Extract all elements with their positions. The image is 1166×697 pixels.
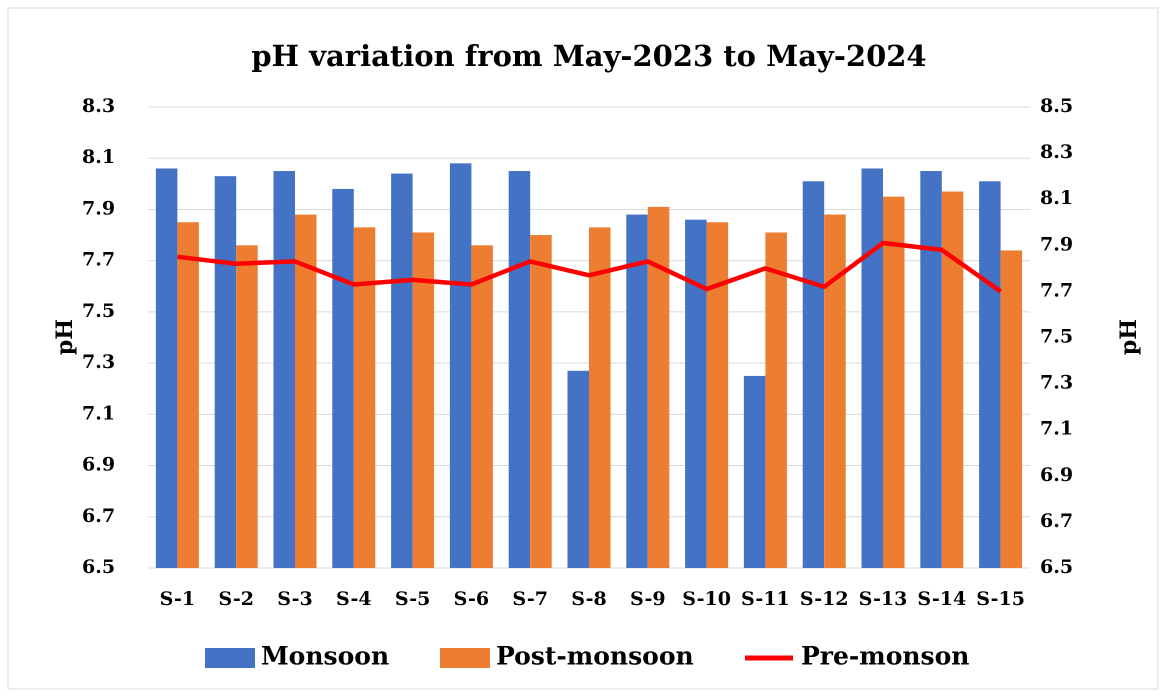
x-tick-label: S-13 <box>859 588 908 610</box>
y2-tick-label: 7.1 <box>1040 418 1073 440</box>
y-tick-label: 7.1 <box>82 402 115 424</box>
x-tick-label: S-2 <box>218 588 254 610</box>
bar <box>273 171 295 568</box>
y-tick-label: 7.5 <box>82 300 115 322</box>
bar <box>214 176 237 568</box>
y-axis-label: pH <box>52 319 78 355</box>
x-tick-label: S-4 <box>336 588 372 610</box>
bar <box>626 214 648 569</box>
bar <box>765 232 787 568</box>
x-tick-label: S-5 <box>395 588 431 610</box>
bar <box>508 171 531 568</box>
bar <box>295 214 317 569</box>
x-tick-label: S-1 <box>160 588 196 610</box>
legend-swatch <box>440 648 490 668</box>
bar <box>391 173 413 569</box>
legend-label: Pre-monson <box>801 642 969 671</box>
bar <box>685 219 707 568</box>
y2-tick-label: 6.9 <box>1040 464 1073 486</box>
y2-tick-label: 8.1 <box>1040 187 1073 209</box>
bar <box>530 235 552 569</box>
legend-label: Monsoon <box>261 642 389 671</box>
y2-tick-label: 8.3 <box>1040 141 1073 163</box>
y-tick-label: 7.7 <box>82 249 115 271</box>
y2-tick-label: 7.9 <box>1040 233 1073 255</box>
bar <box>647 206 670 568</box>
y2-tick-label: 8.5 <box>1040 95 1073 117</box>
x-tick-label: S-6 <box>454 588 490 610</box>
y2-tick-label: 6.5 <box>1040 556 1073 578</box>
x-tick-label: S-7 <box>512 588 548 610</box>
bar <box>920 171 942 568</box>
chart-title: pH variation from May-2023 to May-2024 <box>251 39 926 73</box>
y-tick-label: 6.7 <box>82 505 115 527</box>
x-tick-label: S-11 <box>741 588 790 610</box>
y-tick-label: 8.1 <box>82 146 115 168</box>
y-tick-label: 7.9 <box>82 197 115 219</box>
bar <box>589 227 611 568</box>
bar <box>1000 250 1023 568</box>
x-tick-label: S-8 <box>571 588 607 610</box>
y2-tick-label: 7.5 <box>1040 326 1073 348</box>
legend-label: Post-monsoon <box>496 642 694 671</box>
bar <box>979 181 1001 568</box>
bar <box>332 188 354 568</box>
x-tick-label: S-14 <box>917 588 966 610</box>
bar <box>471 245 493 569</box>
bar <box>883 196 905 568</box>
y-tick-label: 6.5 <box>82 556 115 578</box>
bar <box>567 370 589 568</box>
legend-swatch <box>205 648 255 668</box>
bar <box>177 222 199 568</box>
bar <box>941 191 964 568</box>
y2-tick-label: 7.7 <box>1040 279 1073 301</box>
bar <box>743 375 766 568</box>
bar <box>236 245 258 569</box>
y-tick-label: 8.3 <box>82 95 115 117</box>
y2-axis-label: pH <box>1116 319 1142 355</box>
bar <box>706 222 729 568</box>
bar <box>861 168 883 568</box>
bar <box>353 227 376 568</box>
y-tick-label: 6.9 <box>82 454 115 476</box>
chart-border <box>7 7 1159 690</box>
bar <box>802 181 825 568</box>
y2-tick-label: 7.3 <box>1040 372 1073 394</box>
x-tick-label: S-9 <box>630 588 666 610</box>
bar <box>449 163 472 568</box>
line <box>177 240 1002 294</box>
x-tick-label: S-12 <box>800 588 849 610</box>
x-tick-label: S-15 <box>976 588 1025 610</box>
bar <box>155 168 178 568</box>
y2-tick-label: 6.7 <box>1040 510 1073 532</box>
bar <box>824 214 846 569</box>
y-tick-label: 7.3 <box>82 351 115 373</box>
x-tick-label: S-10 <box>682 588 731 610</box>
x-tick-label: S-3 <box>277 588 313 610</box>
bar <box>412 232 435 568</box>
